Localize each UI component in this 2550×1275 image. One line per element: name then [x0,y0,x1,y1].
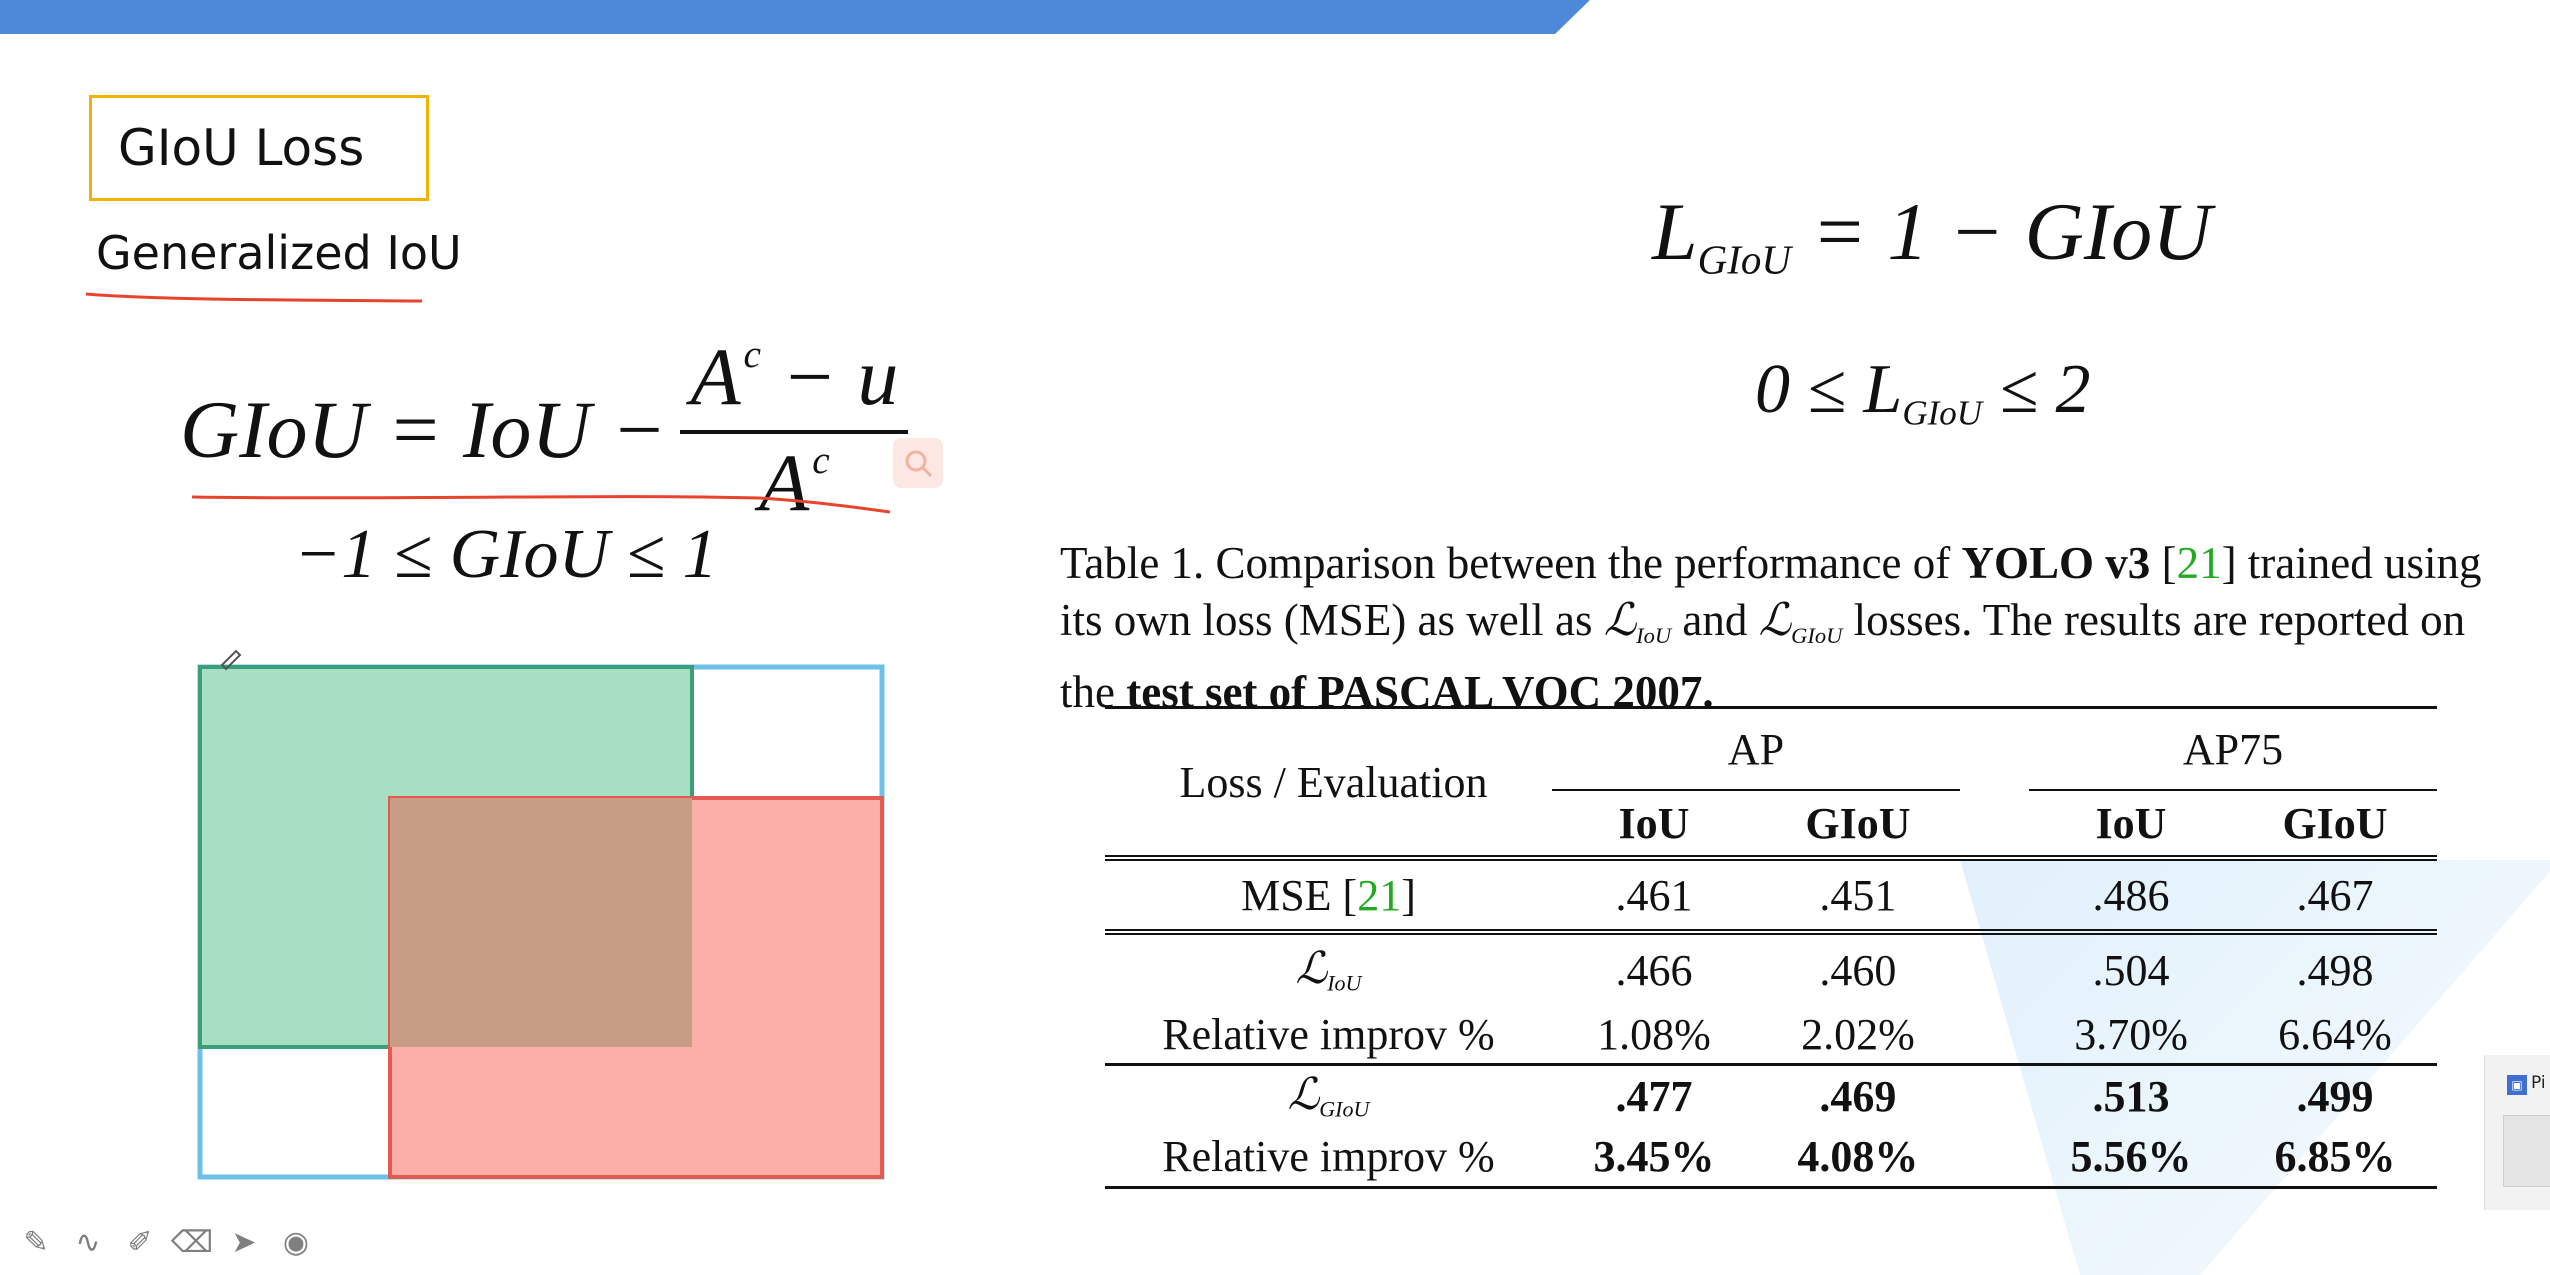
marker-icon[interactable]: ✐ [127,1224,153,1260]
thumbnail-label: Pi [2531,1073,2546,1093]
table-row: ℒGIoU .477.469.513.499 [1105,1064,2437,1127]
pen-icon[interactable]: ✎ [23,1224,49,1260]
thumbnail-image[interactable] [2503,1115,2550,1187]
giou-formula: GIoU = IoU − Ac − u Ac [180,330,909,530]
laser-icon[interactable]: ◉ [282,1224,310,1260]
pointer-icon[interactable]: ➤ [231,1224,257,1260]
curve-icon[interactable]: ∿ [75,1224,101,1260]
table-row: ℒIoU .466.460.504.498 [1105,932,2437,1005]
giou-range: −1 ≤ GIoU ≤ 1 [294,516,718,593]
slide-thumbnail-panel[interactable]: ▣ Pi [2484,1055,2550,1210]
header-ap75-giou: GIoU [2233,789,2437,858]
header-ap-iou: IoU [1551,789,1756,858]
presenter-toolbar: ✎ ∿ ✐ ⌫ ➤ ◉ [16,1222,316,1262]
giou-loss-formula: LGIoU = 1 − GIoU [1652,186,2212,283]
picture-icon: ▣ [2507,1075,2527,1095]
top-accent-bar [0,0,1590,34]
header-ap75: AP75 [2182,724,2284,774]
giou-numerator: Ac − u [680,330,909,434]
slide-title-box: GIoU Loss [89,95,429,201]
header-ap75-iou: IoU [2029,789,2233,858]
table-caption: Table 1. Comparison between the performa… [1060,538,2482,717]
zoom-icon[interactable] [893,438,943,488]
slide-subtitle: Generalized IoU [96,226,462,280]
table-corner-label: Loss / Evaluation [1179,757,1488,807]
table-row: MSE [21] .461.451.486.467 [1105,858,2437,932]
header-ap-giou: GIoU [1755,789,1960,858]
eraser-icon[interactable]: ⌫ [170,1224,214,1260]
pen-cursor-icon [220,649,242,671]
table-row: Relative improv % 3.45% 4.08% 5.56% 6.85% [1105,1126,2437,1188]
header-ap: AP [1727,724,1785,774]
intersection-region [390,798,692,1047]
giou-lhs: GIoU = IoU − [180,384,667,475]
results-table: Loss / Evaluation AP AP75 IoU GIoU IoU G… [1105,706,2437,1189]
giou-loss-range: 0 ≤ LGIoU ≤ 2 [1755,351,2091,433]
table-row: Relative improv % 1.08% 2.02% 3.70% 6.64% [1162,1009,2392,1059]
slide-title: GIoU Loss [118,119,365,177]
giou-fraction: Ac − u Ac [680,330,909,530]
